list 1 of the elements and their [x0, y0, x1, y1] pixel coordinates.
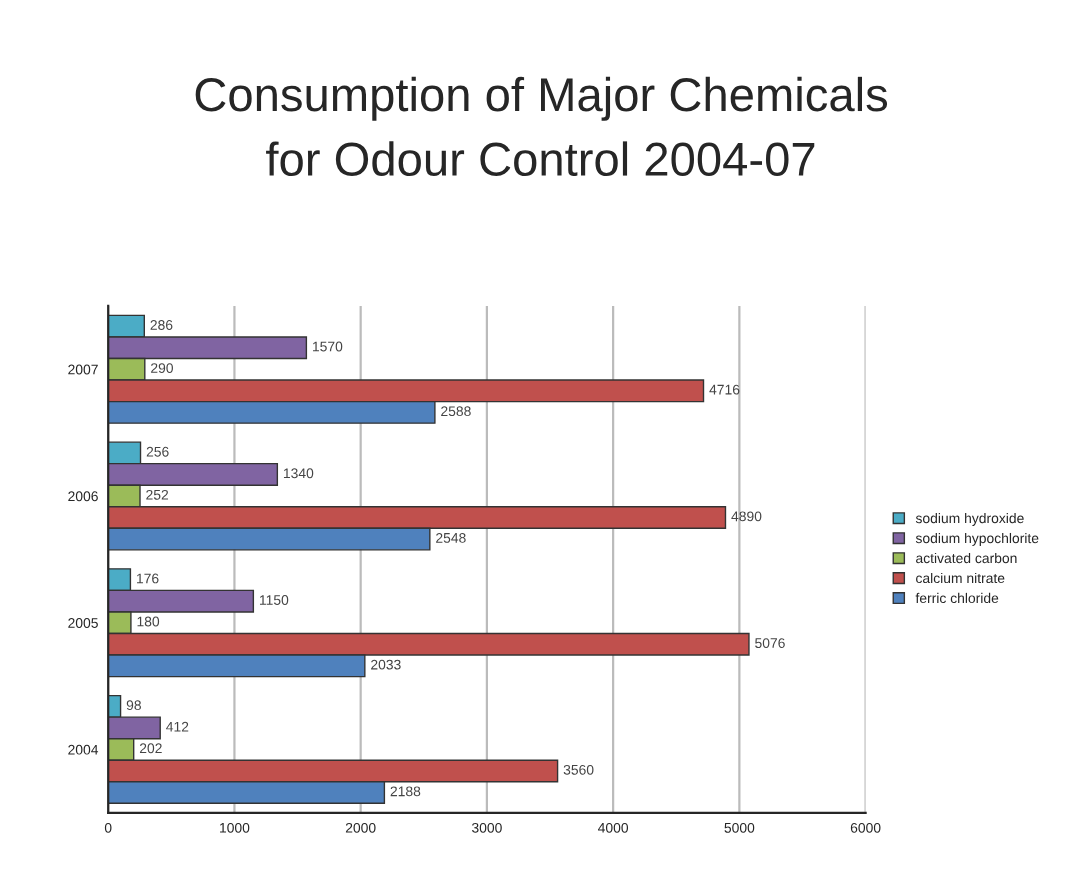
chart-title: Consumption of Major Chemicals for Odour Control 2004-07: [195, 76, 888, 177]
